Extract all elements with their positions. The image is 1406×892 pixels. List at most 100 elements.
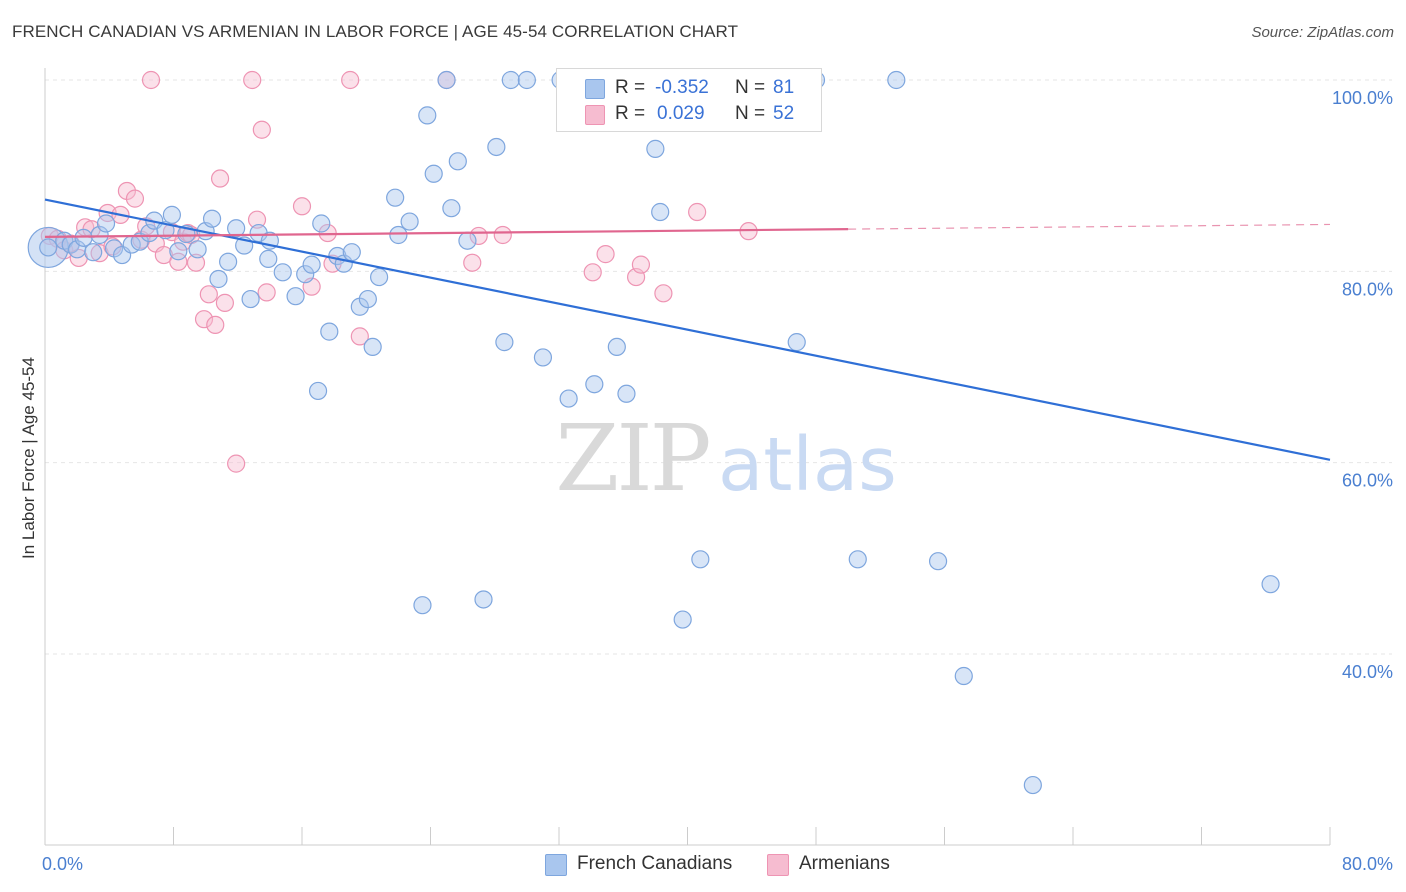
french-canadians-point [90,225,109,245]
stats-legend: R = -0.352 N = 81 R = 0.029 N = 52 [556,68,822,132]
french-canadians-point [169,242,188,261]
armenians-point [206,315,225,335]
x-tick-label: 80.0% [1342,854,1393,874]
french-canadians-point [342,243,361,262]
trend-lines [44,198,1331,461]
legend-r-label: R = [615,77,646,98]
french-canadians-point [84,243,103,262]
french-canadians-point [437,70,456,90]
french-canadians-point [928,552,948,571]
armenians-point [252,120,271,139]
legend-swatch-blue [585,79,605,99]
legend-r-label: R = [615,103,646,124]
series-label: Armenians [799,853,890,874]
armenians-point [227,454,246,473]
french-canadians-point [617,384,636,403]
y-axis-label: In Labor Force | Age 45-54 [19,357,38,559]
french-canadians-point [74,228,93,247]
french-canadians-point [386,188,405,207]
armenians-point [463,253,482,272]
axes [44,68,1331,846]
french-canadians-point [363,337,382,357]
french-canadians-point [227,219,246,238]
french-canadians-point [442,199,461,218]
french-canadians-point [320,322,339,341]
french-canadians-point [400,212,419,231]
legend-n-label: N = [735,77,766,98]
armenians-trend-line-dashed [848,223,1331,230]
armenians-point [243,70,262,90]
french-canadians-point [296,265,315,284]
french-canadians-point [1261,575,1280,594]
french-canadians-point [533,348,553,367]
french-canadians-point [651,202,670,222]
french-canadians-point [273,263,292,282]
watermark: ZIP atlas [555,405,896,512]
french-canadians-point [39,238,58,257]
armenians-point [631,255,651,274]
watermark-zip: ZIP [555,405,708,512]
french-canadians-point [517,70,536,90]
french-canadians-point [787,333,806,352]
french-canadians-point [673,610,692,629]
series-swatch-blue [545,854,567,876]
legend-r-value: 0.029 [657,103,705,124]
french-canadians-point [219,252,238,271]
armenians-point [596,245,615,264]
french-canadians-point [559,389,578,408]
series-label: French Canadians [577,853,733,874]
series-swatch-pink [767,854,789,876]
french-canadians-point [501,70,520,90]
french-canadians-point [209,269,228,289]
armenians-point [583,263,602,282]
french-canadians-point [848,550,867,569]
french-canadians-point [259,249,278,268]
french-canadians-point [202,209,222,228]
armenians-point [125,189,145,208]
french-canadians-point [585,375,604,394]
french-canadians-point [241,289,260,309]
armenians-point [341,70,360,90]
french-canadians-point [389,225,408,245]
french-canadians-point [286,287,305,306]
armenians-point [194,310,214,329]
french-canadians-point [495,333,514,352]
french-canadians-trend-line [44,198,1331,461]
armenians-point [199,285,218,304]
chart-title: FRENCH CANADIAN VS ARMENIAN IN LABOR FOR… [12,22,739,41]
french-canadians-point [358,289,377,309]
y-tick-label: 100.0% [1332,88,1393,108]
armenians-point [141,70,161,90]
french-canadians-point [96,214,116,233]
series-legend: French Canadians Armenians [0,852,1406,878]
legend-r-value: -0.352 [655,77,709,98]
french-canadians-point [312,214,331,233]
french-canadians-point [413,596,432,615]
french-canadians-point [487,137,506,157]
french-canadians-point [418,106,437,125]
french-canadians-point [887,70,906,90]
french-canadians-point [954,666,973,686]
source-credit: Source: ZipAtlas.com [1251,24,1394,41]
tick-labels: 100.0% 80.0% 60.0% 40.0% 0.0% 80.0% [42,88,1393,874]
armenians-point [215,293,234,313]
french-canadians-point [308,381,328,401]
armenians-point [688,202,707,222]
y-tick-label: 60.0% [1342,471,1393,491]
french-canadians-points [27,70,1280,795]
french-canadians-point [691,550,710,569]
armenians-point [493,225,512,245]
armenians-point [654,284,673,303]
armenians-point [257,283,276,302]
gridlines [45,79,1392,655]
french-canadians-point [1023,775,1042,795]
x-tick-label: 0.0% [42,854,83,874]
legend-n-value: 81 [773,77,795,98]
french-canadians-point [646,139,665,158]
watermark-atlas: atlas [718,422,897,508]
french-canadians-point [474,590,493,609]
legend-swatch-pink [585,105,605,125]
french-canadians-point [162,205,181,224]
armenians-point [186,253,206,272]
legend-n-label: N = [735,103,766,124]
